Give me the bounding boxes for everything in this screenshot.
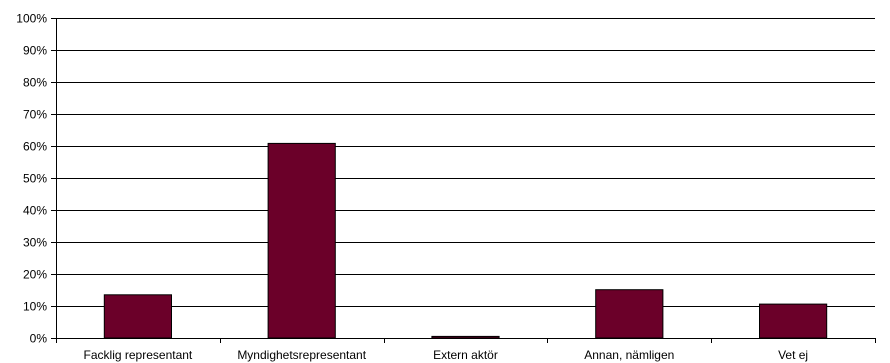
x-tick-label: Vet ej — [778, 348, 808, 362]
bar — [431, 335, 500, 339]
bar — [595, 289, 664, 339]
x-tick-labels: Facklig representant Myndighetsrepresenta… — [84, 348, 809, 362]
y-tick-label: 70% — [23, 108, 47, 122]
y-tick-label: 50% — [23, 172, 47, 186]
y-tick-label: 40% — [23, 204, 47, 218]
y-tick-label: 90% — [23, 44, 47, 58]
x-tick-label: Annan, nämligen — [584, 348, 674, 362]
y-tick-label: 100% — [16, 12, 47, 26]
x-tick-label: Facklig representant — [84, 348, 193, 362]
bars — [103, 142, 828, 339]
bar — [103, 294, 172, 339]
x-tick-label: Extern aktör — [433, 348, 498, 362]
y-tick-label: 30% — [23, 236, 47, 250]
y-tick-label: 80% — [23, 76, 47, 90]
gridlines — [56, 18, 875, 307]
x-tick-label: Myndighetsrepresentant — [237, 348, 366, 362]
y-tick-labels: 0% 10% 20% 30% 40% 50% 60% 70% 80% 90% 100% — [16, 12, 47, 346]
y-tick-label: 60% — [23, 140, 47, 154]
axes — [51, 18, 876, 343]
bar — [759, 303, 828, 339]
y-tick-label: 0% — [30, 332, 48, 346]
bar — [267, 142, 336, 339]
y-tick-label: 20% — [23, 268, 47, 282]
y-tick-label: 10% — [23, 300, 47, 314]
